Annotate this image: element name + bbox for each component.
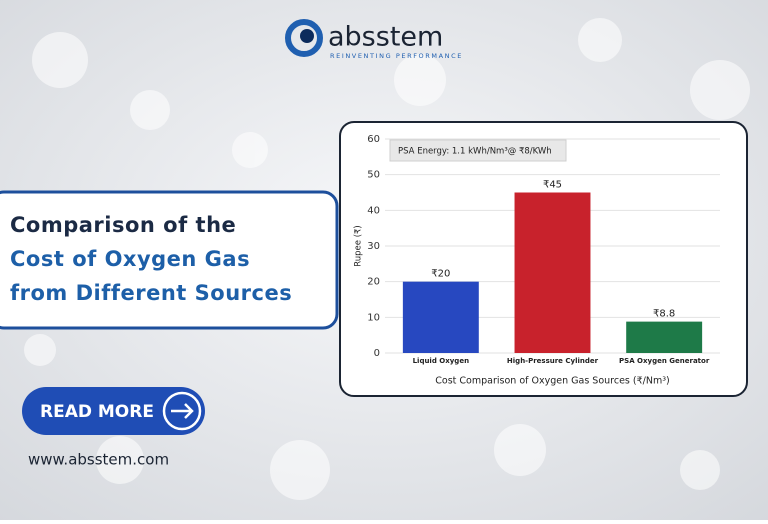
x-tick-label: Liquid Oxygen: [413, 357, 469, 365]
annotation-box: [389, 139, 567, 162]
bokeh: [24, 18, 750, 500]
value-label: ₹45: [543, 180, 562, 191]
value-label: ₹8.8: [653, 309, 675, 320]
bar: [402, 281, 479, 353]
y-tick-label: 0: [374, 348, 380, 359]
x-tick-label: PSA Oxygen Generator: [619, 357, 710, 365]
annotation: PSA Energy: 1.1 kWh/Nm³@ ₹8/KWh: [398, 147, 552, 157]
website: www.absstem.com: [28, 451, 169, 469]
bar: [514, 192, 591, 353]
x-tick-label: High-Pressure Cylinder: [507, 357, 599, 365]
y-axis-label: Rupee (₹): [354, 225, 364, 267]
logo-icon: [300, 29, 314, 43]
read-more-button[interactable]: [22, 387, 205, 435]
y-tick-label: 30: [367, 241, 380, 252]
x-axis-label: Cost Comparison of Oxygen Gas Sources (₹…: [435, 376, 669, 387]
button-icon: [162, 391, 202, 431]
logo-name: absstem: [328, 22, 443, 53]
y-tick-label: 40: [367, 205, 380, 216]
logo-tagline: REINVENTING PERFORMANCE: [330, 52, 463, 60]
y-tick-label: 50: [367, 170, 380, 181]
y-tick-label: 60: [367, 134, 380, 145]
button-label[interactable]: READ MORE: [40, 402, 154, 422]
heading-line: from Different Sources: [10, 281, 292, 305]
logo-icon: [285, 19, 323, 57]
heading-line: Comparison of the: [10, 213, 236, 237]
heading-line: Cost of Oxygen Gas: [10, 247, 250, 271]
chart: 0 10 20 30 40 50 60 PSA Energy: 1.1 kWh/Nm³@ ₹8…: [354, 134, 720, 387]
y-tick-label: 10: [367, 312, 380, 323]
y-tick-label: 20: [367, 277, 380, 288]
button-arrow: [171, 403, 194, 419]
value-label: ₹20: [431, 269, 450, 280]
bar: [626, 321, 703, 353]
heading-box: [0, 190, 339, 330]
